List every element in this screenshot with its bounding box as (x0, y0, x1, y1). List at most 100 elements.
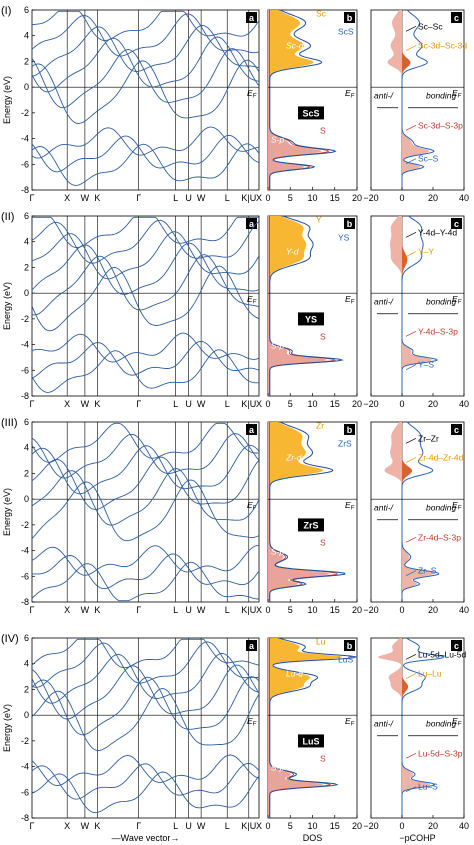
panel-tag-a: a (249, 13, 255, 23)
s-p-dos-area (268, 216, 328, 396)
k-label: Γ (30, 193, 35, 203)
band-line (31, 219, 260, 264)
cohp-label: Y–Y (418, 247, 434, 257)
band-line (31, 59, 260, 124)
s-p-dos-area (268, 638, 324, 818)
row-label: (II) (1, 211, 14, 223)
x-tick-label: −20 (363, 605, 378, 615)
y-tick-label: 2 (24, 468, 29, 478)
panel-tag-a: a (249, 425, 255, 435)
k-label: U (185, 399, 192, 409)
fermi-label: EF (345, 294, 355, 306)
band-line (31, 638, 260, 669)
k-label: W (81, 193, 90, 203)
x-tick-label: 20 (352, 399, 362, 409)
x-tick-label: 0 (265, 399, 270, 409)
band-line (31, 688, 260, 751)
y-tick-label: -2 (21, 314, 29, 324)
band-line (31, 422, 260, 463)
metal-metal-cohp-area (402, 638, 409, 818)
panel-tag-c-bg (451, 424, 462, 435)
total-cohp-line (401, 9, 435, 190)
cohp-label: Y–S (418, 360, 434, 370)
x-tick-label: 0 (265, 605, 270, 615)
cohp-label-pointer (405, 786, 417, 793)
cohp-label-pointer (405, 364, 417, 371)
metal-d-dos-area (268, 422, 324, 602)
k-label: W (81, 399, 90, 409)
metal-label: Lu (316, 636, 326, 646)
y-tick-label: -4 (21, 340, 29, 350)
y-tick-label: -6 (21, 787, 29, 797)
antibonding-cohp-area (378, 638, 402, 818)
x-tick-label: 20 (352, 193, 362, 203)
band-line (31, 143, 260, 186)
k-label: W (81, 605, 90, 615)
x-tick-label: 15 (330, 193, 340, 203)
metal-d-label: Y-d (286, 247, 299, 257)
x-tick-label: 40 (459, 399, 469, 409)
metal-d-dos-area (268, 10, 314, 190)
y-tick-label: 2 (24, 262, 29, 272)
y-tick-label: -8 (21, 813, 29, 823)
s-label: S (320, 331, 326, 341)
x-tick-label: 0 (399, 193, 404, 203)
panel-tag-c-bg (451, 218, 462, 229)
band-line (31, 231, 260, 280)
antibonding-note: anti-/ (374, 503, 395, 513)
cohp-label-pointer (405, 251, 417, 257)
cohp-label-pointer (405, 653, 417, 660)
band-line (31, 126, 260, 159)
k-label: X (256, 821, 262, 831)
y-tick-label: 2 (24, 56, 29, 66)
x-tick-label: 0 (265, 821, 270, 831)
fermi-label: EF (345, 88, 355, 100)
k-label: K|U (241, 193, 256, 203)
x-tick-label: 20 (352, 605, 362, 615)
x-tick-label: 20 (428, 193, 438, 203)
x-tick-label: 0 (399, 821, 404, 831)
cohp-x-axis-title: −pCOHP (399, 833, 435, 843)
band-line (31, 25, 260, 77)
band-line (31, 762, 260, 800)
y-tick-label: 6 (24, 633, 29, 643)
x-tick-label: −20 (363, 399, 378, 409)
cohp-frame (370, 9, 465, 191)
band-line (31, 456, 260, 510)
band-line (31, 479, 260, 542)
y-tick-label: -6 (21, 159, 29, 169)
y-tick-label: 4 (24, 31, 29, 41)
s-p-label: S-p (271, 546, 285, 556)
antibonding-note: anti-/ (374, 719, 395, 729)
band-line (31, 664, 260, 720)
k-label: K (94, 399, 100, 409)
total-cohp-line (401, 421, 440, 602)
metal-d-label: Lu-d (286, 669, 303, 679)
cohp-label-pointer (405, 752, 417, 759)
panel-tag-b: b (347, 13, 353, 23)
band-line (31, 771, 260, 814)
k-label: Γ (30, 605, 35, 615)
cohp-label: Lu-5d–S-3p (418, 748, 463, 758)
compound-label: LuS (303, 736, 320, 746)
band-line (31, 754, 260, 787)
k-label: X (64, 605, 70, 615)
antibonding-cohp-area (387, 10, 402, 190)
band-line (31, 13, 260, 57)
s-p-dos-area (268, 10, 322, 190)
metal-s-cohp-area (402, 422, 434, 602)
fermi-label: EF (452, 716, 462, 728)
metal-metal-cohp-area (402, 216, 408, 396)
band-line (31, 653, 260, 704)
panel-tag-b: b (347, 641, 353, 651)
compound-label: ScS (302, 108, 319, 118)
k-label: W (197, 399, 206, 409)
band-line (31, 433, 260, 479)
band-x-axis-title: —Wave vector→ (112, 833, 180, 843)
compound-box (298, 312, 324, 326)
total-label: LuS (338, 654, 353, 664)
antibonding-note: anti-/ (374, 297, 395, 307)
